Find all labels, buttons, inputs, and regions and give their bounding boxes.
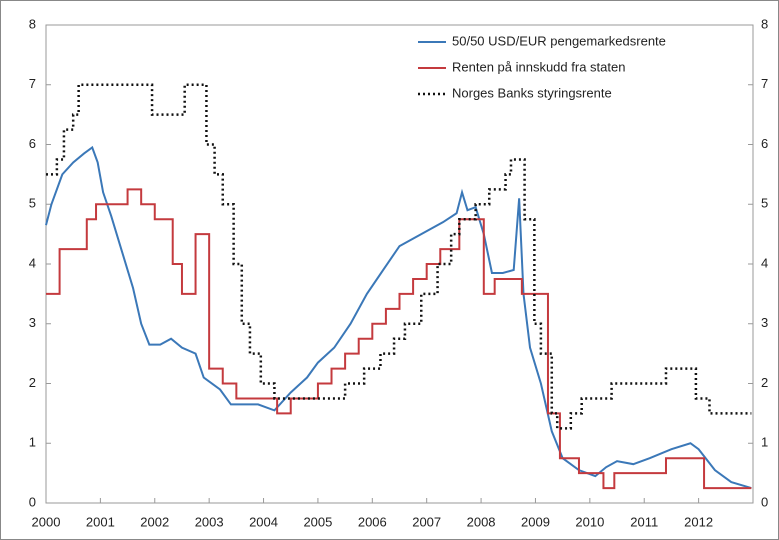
x-tick-label: 2000	[32, 514, 61, 529]
x-tick-label: 2006	[358, 514, 387, 529]
y2-tick-label: 3	[761, 315, 768, 330]
x-tick-label: 2005	[303, 514, 332, 529]
y-tick-label: 2	[29, 375, 36, 390]
y-tick-label: 5	[29, 196, 36, 211]
legend-label: Norges Banks styringsrente	[452, 85, 612, 100]
y-tick-label: 3	[29, 315, 36, 330]
series-line	[46, 188, 752, 490]
y2-tick-label: 1	[761, 435, 768, 450]
x-tick-label: 2001	[86, 514, 115, 529]
y-tick-label: 6	[29, 136, 36, 151]
y2-tick-label: 2	[761, 375, 768, 390]
y2-tick-label: 5	[761, 196, 768, 211]
x-tick-label: 2010	[575, 514, 604, 529]
legend-label: 50/50 USD/EUR pengemarkedsrente	[452, 33, 666, 48]
x-tick-label: 2004	[249, 514, 278, 529]
y2-tick-label: 8	[761, 16, 768, 31]
x-tick-label: 2003	[195, 514, 224, 529]
y2-tick-label: 4	[761, 255, 768, 270]
y2-tick-label: 7	[761, 76, 768, 91]
y-tick-label: 7	[29, 76, 36, 91]
x-tick-label: 2012	[684, 514, 713, 529]
y-tick-label: 1	[29, 435, 36, 450]
series-line	[46, 83, 752, 430]
legend-label: Renten på innskudd fra staten	[452, 59, 625, 74]
x-tick-label: 2008	[467, 514, 496, 529]
x-tick-label: 2002	[140, 514, 169, 529]
y2-tick-label: 6	[761, 136, 768, 151]
y2-tick-label: 0	[761, 494, 768, 509]
x-tick-label: 2007	[412, 514, 441, 529]
x-tick-label: 2011	[630, 514, 658, 529]
y-tick-label: 0	[29, 494, 36, 509]
x-tick-label: 2009	[521, 514, 550, 529]
y-tick-label: 8	[29, 16, 36, 31]
y-tick-label: 4	[29, 255, 36, 270]
series-line	[45, 145, 752, 490]
